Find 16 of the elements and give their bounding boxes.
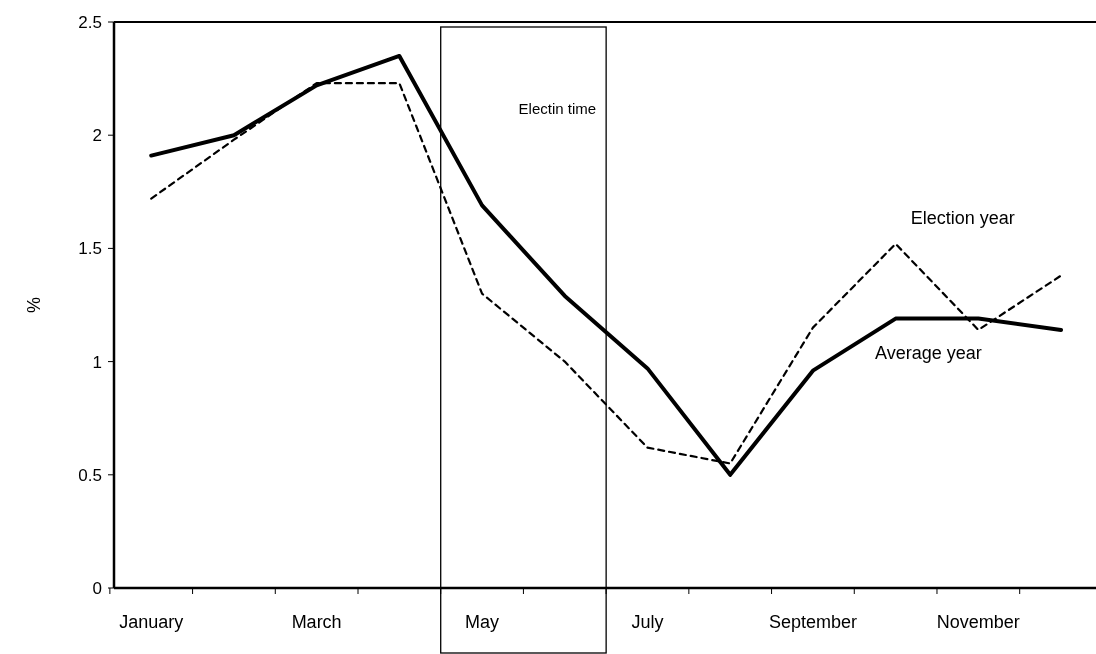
x-tick-label: September: [768, 612, 857, 632]
y-tick-label: 2.5: [78, 12, 102, 32]
x-tick-label: January: [119, 612, 184, 632]
series-label: Election year: [910, 207, 1015, 228]
series-label: Average year: [874, 342, 982, 363]
y-tick-label: 0: [92, 578, 102, 598]
x-tick-label: May: [465, 612, 500, 632]
x-tick-label: July: [631, 612, 664, 632]
y-tick-label: 1: [92, 352, 102, 372]
x-tick-label: November: [936, 612, 1020, 632]
x-tick-label: March: [291, 612, 342, 632]
y-tick-label: 1.5: [78, 239, 102, 259]
y-axis-title: %: [24, 296, 44, 314]
y-tick-label: 0.5: [78, 465, 102, 485]
y-tick-label: 2: [92, 126, 102, 146]
annotation: Electin time: [518, 100, 597, 117]
